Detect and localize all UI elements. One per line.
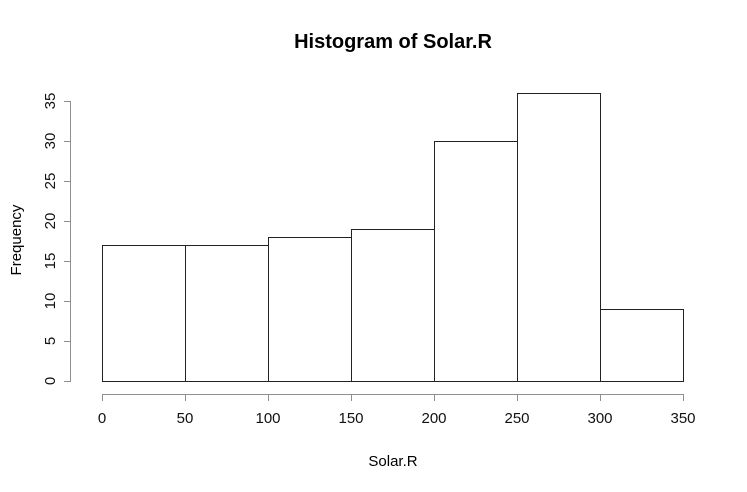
histogram-bar xyxy=(268,237,352,382)
histogram-bar xyxy=(185,245,269,382)
y-axis-line xyxy=(70,101,71,382)
chart-title: Histogram of Solar.R xyxy=(294,31,492,53)
x-tick-label: 350 xyxy=(670,410,696,427)
x-tick xyxy=(683,394,684,401)
x-tick xyxy=(185,394,186,401)
y-tick-label: 35 xyxy=(42,92,59,110)
x-tick xyxy=(351,394,352,401)
histogram-bar xyxy=(102,245,186,382)
histogram-bar xyxy=(434,141,518,382)
y-tick xyxy=(64,221,71,222)
y-tick xyxy=(64,261,71,262)
y-tick xyxy=(64,301,71,302)
x-tick xyxy=(517,394,518,401)
y-tick-label: 5 xyxy=(42,336,59,346)
x-tick-label: 250 xyxy=(504,410,530,427)
x-tick-label: 300 xyxy=(587,410,613,427)
y-tick-label: 10 xyxy=(42,292,59,310)
x-axis-line xyxy=(102,394,684,395)
x-tick-label: 150 xyxy=(338,410,364,427)
histogram-bar xyxy=(517,93,601,382)
x-tick xyxy=(102,394,103,401)
y-tick xyxy=(64,381,71,382)
x-tick-label: 200 xyxy=(421,410,447,427)
y-tick xyxy=(64,141,71,142)
x-tick-label: 100 xyxy=(255,410,281,427)
y-tick-label: 30 xyxy=(42,132,59,150)
y-tick-label: 0 xyxy=(42,376,59,386)
y-tick-label: 15 xyxy=(42,252,59,270)
y-tick-label: 20 xyxy=(42,212,59,230)
x-tick xyxy=(268,394,269,401)
x-tick xyxy=(434,394,435,401)
x-tick-label: 50 xyxy=(176,410,194,427)
y-axis-label: Frequency xyxy=(8,204,25,276)
x-tick xyxy=(600,394,601,401)
histogram-bar xyxy=(600,309,684,382)
y-tick xyxy=(64,341,71,342)
y-tick-label: 25 xyxy=(42,172,59,190)
histogram-bar xyxy=(351,229,435,382)
x-tick-label: 0 xyxy=(97,410,107,427)
x-axis-label: Solar.R xyxy=(368,453,418,470)
y-tick xyxy=(64,181,71,182)
y-tick xyxy=(64,101,71,102)
